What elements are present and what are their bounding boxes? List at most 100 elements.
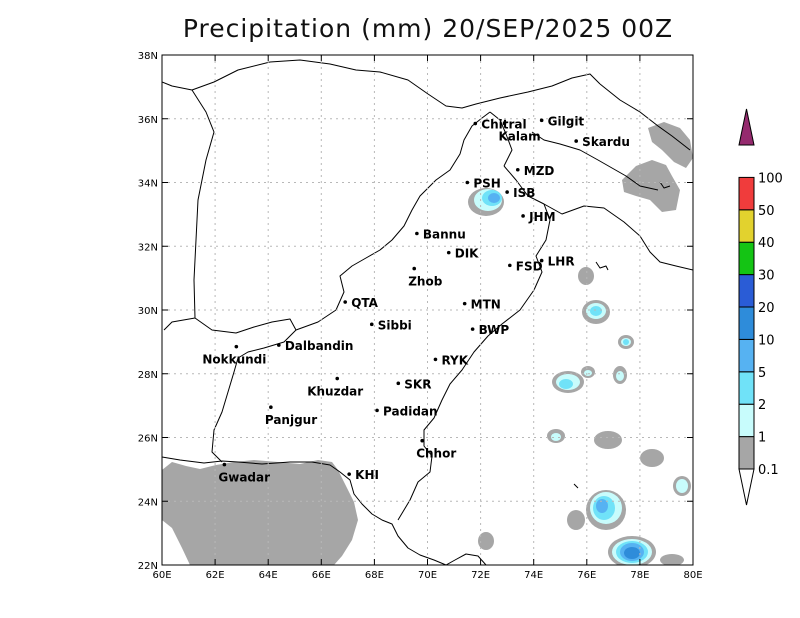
city-marker-icon — [343, 300, 347, 304]
city-marker-icon — [222, 462, 227, 467]
colorbar-swatch — [738, 176, 755, 211]
x-tick-label: 74E — [524, 570, 543, 581]
y-tick-label: 26N — [138, 434, 158, 445]
x-tick-label: 64E — [259, 570, 278, 581]
city-marker-icon — [505, 190, 509, 194]
colorbar-swatch — [738, 371, 755, 405]
border-afghanistan-iran — [163, 89, 215, 331]
colorbar-swatch — [738, 209, 755, 243]
city-dik: DIK — [446, 247, 479, 261]
city-label: MTN — [471, 298, 501, 312]
city-psh: PSH — [465, 177, 501, 191]
colorbar-level-label: 20 — [758, 301, 775, 316]
city-label: Kalam — [498, 130, 540, 144]
city-marker-icon — [462, 301, 467, 306]
precip-area-punjab-east — [578, 267, 594, 285]
x-tick-label: 72E — [471, 570, 490, 581]
city-label: Skardu — [582, 135, 630, 149]
city-marker-icon — [508, 263, 512, 268]
precip-area-south-2 — [594, 431, 622, 449]
city-qta: QTA — [343, 296, 379, 310]
city-marker-icon — [502, 121, 507, 126]
city-marker-icon — [415, 231, 419, 236]
x-tick-label: 62E — [206, 570, 225, 581]
map-title: Precipitation (mm) 20/SEP/2025 00Z — [182, 14, 674, 43]
y-tick-label: 22N — [138, 561, 158, 572]
y-tick-label: 32N — [138, 242, 158, 253]
city-marker-icon — [412, 266, 417, 271]
colorbar-level-label: 30 — [758, 269, 775, 284]
city-marker-icon — [473, 121, 478, 126]
city-marker-icon — [574, 139, 578, 143]
colorbar-swatch — [738, 241, 755, 276]
y-tick-label: 28N — [138, 370, 158, 381]
city-khi: KHI — [347, 468, 379, 482]
precip-area-far-east — [648, 122, 693, 168]
precip-area-arabian-sea — [162, 460, 358, 565]
city-label: Padidan — [383, 404, 438, 418]
colorbar-swatch — [738, 306, 755, 340]
colorbar-level-label: 2 — [758, 398, 766, 413]
city-label: BWP — [479, 323, 510, 337]
city-marker-icon — [465, 180, 470, 185]
precip-2-5-central-4 — [559, 379, 573, 389]
precip-2-5-central-2 — [623, 339, 629, 345]
city-layer: ChitralKalamGilgitSkarduMZDPSHISBJHMBann… — [202, 114, 630, 484]
river-indus-east — [659, 181, 671, 189]
colorbar-level-label: 10 — [758, 333, 775, 348]
border-afghanistan-pakistan — [295, 111, 491, 331]
border-kashmir-loc — [531, 131, 659, 191]
map-gridlines — [162, 55, 693, 565]
city-label: Panjgur — [265, 413, 317, 427]
city-ryk: RYK — [433, 353, 469, 367]
city-marker-icon — [470, 327, 475, 331]
map-axis-labels: 60E 62E 64E 66E 68E 70E 72E 74E 76E 78E 80E 22N 24N 2… — [138, 51, 703, 581]
city-marker-icon — [277, 343, 281, 347]
city-sibbi: Sibbi — [369, 318, 412, 332]
precip-1-2-south-1 — [551, 433, 561, 441]
city-bwp: BWP — [470, 323, 510, 337]
city-marker-icon — [420, 438, 424, 443]
colorbar-lower-triangle — [738, 468, 755, 506]
colorbar-swatch — [738, 403, 755, 438]
y-tick-label: 36N — [138, 115, 158, 126]
border-northern-areas — [489, 111, 513, 167]
city-marker-icon — [446, 250, 451, 255]
colorbar-level-label: 5 — [758, 366, 766, 381]
city-label: Zhob — [408, 275, 442, 289]
precip-area-south-7 — [478, 532, 494, 550]
city-dalbandin: Dalbandin — [277, 339, 353, 353]
city-marker-icon — [396, 381, 401, 386]
city-label: Nokkundi — [202, 353, 266, 367]
city-isb: ISB — [505, 186, 535, 200]
city-label: Gilgit — [548, 114, 585, 128]
city-jhm: JHM — [521, 210, 556, 224]
city-label: QTA — [351, 296, 378, 310]
city-label: Bannu — [423, 228, 466, 242]
city-label: JHM — [528, 210, 555, 224]
colorbar-level-label: 40 — [758, 236, 775, 251]
y-tick-label: 24N — [138, 497, 158, 508]
map-outlines — [162, 59, 693, 565]
city-zhob: Zhob — [408, 266, 443, 289]
x-tick-label: 66E — [312, 570, 331, 581]
city-fsd: FSD — [508, 259, 543, 273]
city-label: RYK — [441, 353, 468, 367]
precip-1-2-central-5 — [584, 370, 592, 376]
colorbar: 0.1 1 2 5 10 20 30 40 50 100 — [738, 108, 783, 506]
city-marker-icon — [369, 322, 374, 327]
colorbar-swatch — [738, 274, 755, 308]
city-nokkundi: Nokkundi — [202, 344, 266, 367]
city-bannu: Bannu — [415, 228, 466, 242]
border-afghanistan-north — [162, 59, 601, 109]
city-chhor: Chhor — [416, 438, 456, 461]
city-marker-icon — [433, 357, 438, 362]
city-marker-icon — [539, 118, 544, 123]
city-gilgit: Gilgit — [539, 114, 585, 128]
city-label: Chhor — [416, 447, 456, 461]
x-tick-label: 60E — [152, 570, 171, 581]
city-label: Dalbandin — [285, 339, 354, 353]
city-label: Gwadar — [218, 471, 270, 485]
precip-10-20-south-8 — [624, 547, 640, 559]
